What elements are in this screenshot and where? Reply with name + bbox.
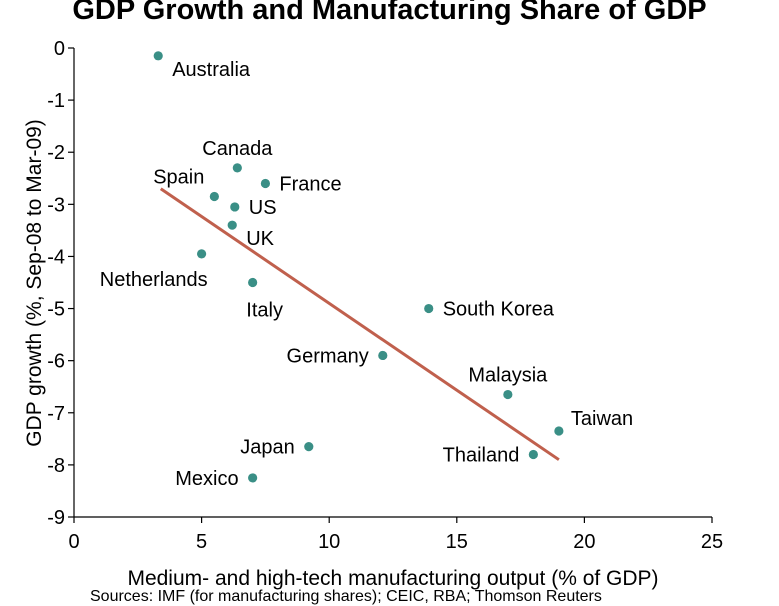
x-tick-label: 5 [196,531,207,553]
point-label: Japan [240,437,295,459]
x-axis-label: Medium- and high-tech manufacturing outp… [127,567,658,590]
point-label: Netherlands [100,269,208,291]
trendline-group [159,187,560,461]
y-tick-label: -9 [47,507,65,529]
point-label: US [249,197,277,219]
data-points [153,51,564,483]
x-tick-label: 0 [68,531,79,553]
y-tick-label: -6 [47,351,65,373]
y-tick-label: -2 [47,142,65,164]
y-tick-label: -5 [47,299,65,321]
point-label: Australia [172,59,251,81]
y-tick-label: -7 [47,403,65,425]
point-label: Mexico [175,468,238,490]
y-tick-label: -4 [47,246,65,268]
data-point [209,191,219,202]
point-label: France [279,173,341,195]
y-axis-label: GDP growth (%, Sep-08 to Mar-09) [23,119,46,447]
point-label: Taiwan [571,408,633,430]
point-label: Germany [287,345,369,367]
y-tick-label: 0 [54,38,65,60]
data-point [503,389,513,400]
source-note: Sources: IMF (for manufacturing shares);… [90,588,602,605]
x-tick-label: 25 [701,531,723,553]
x-tick-label: 20 [573,531,595,553]
chart-title: GDP Growth and Manufacturing Share of GD… [72,0,707,26]
data-point [304,442,314,452]
point-label: UK [246,228,274,250]
data-point [248,277,258,288]
y-tick-label: -8 [47,455,65,477]
data-point [528,449,538,460]
data-point [424,303,434,314]
data-point [197,249,207,259]
point-label: Spain [153,167,204,189]
trend-line [159,187,560,461]
y-tick-label: -3 [47,194,65,216]
data-point [554,426,564,436]
data-point [248,473,258,483]
data-point [260,178,270,189]
data-point [227,220,237,230]
point-label: Canada [202,138,273,160]
point-label: Thailand [443,444,520,466]
x-tick-label: 15 [446,531,468,553]
data-point [232,163,242,173]
point-label: South Korea [443,299,555,321]
point-label: Malaysia [468,365,548,387]
data-point [378,350,388,361]
data-point [230,202,240,212]
data-point [153,51,163,61]
x-tick-label: 10 [318,531,340,553]
axes: 0 5 10 15 20 25 0 -1 -2 -3 -4 -5 -6 -7 -8 -9 [47,38,723,553]
point-label: Italy [246,300,283,322]
y-tick-label: -1 [47,90,65,112]
